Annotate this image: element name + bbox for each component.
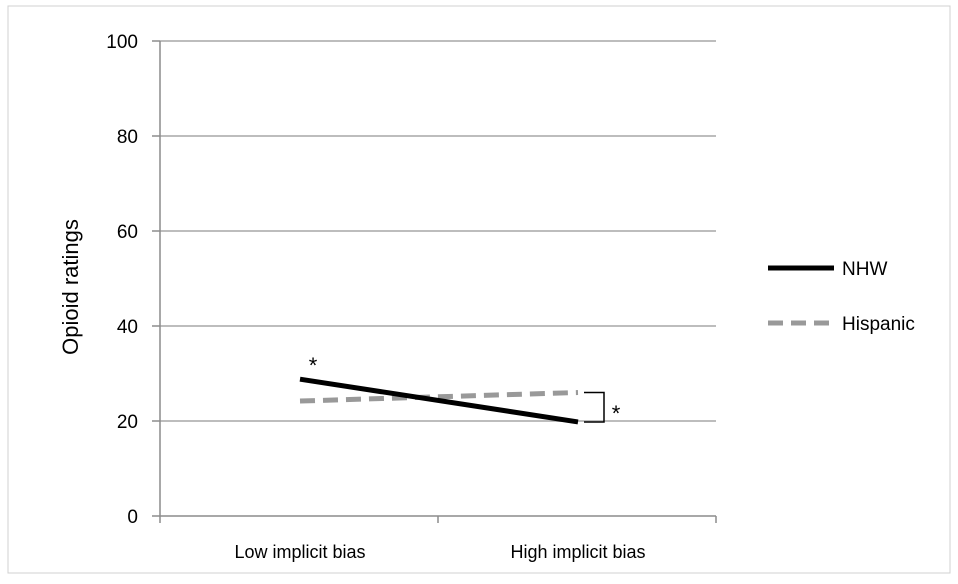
significance-bracket	[584, 391, 605, 423]
y-tick-label: 100	[106, 32, 138, 53]
series-line-nhw	[299, 376, 579, 425]
y-tick-label: 40	[117, 317, 138, 338]
y-tick-label: 80	[117, 127, 138, 148]
axes: 0 20 40 60 80 100 Low implicit bias High implic…	[106, 32, 717, 562]
legend: NHW Hispanic	[768, 259, 915, 335]
legend-label-nhw: NHW	[842, 259, 887, 280]
gridlines	[160, 40, 716, 422]
significance-star: *	[612, 401, 621, 426]
y-tick-label: 60	[117, 222, 138, 243]
x-category-label: High implicit bias	[510, 542, 645, 562]
legend-label-hispanic: Hispanic	[842, 314, 915, 335]
chart-border	[7, 5, 951, 574]
series-line-hispanic	[299, 390, 579, 404]
significance-star: *	[309, 353, 318, 378]
x-category-label: Low implicit bias	[234, 542, 365, 562]
annotations: **	[309, 353, 621, 426]
series-lines	[299, 376, 579, 425]
y-tick-label: 20	[117, 412, 138, 433]
y-axis-title: Opioid ratings	[58, 219, 83, 355]
y-tick-label: 0	[127, 507, 138, 528]
